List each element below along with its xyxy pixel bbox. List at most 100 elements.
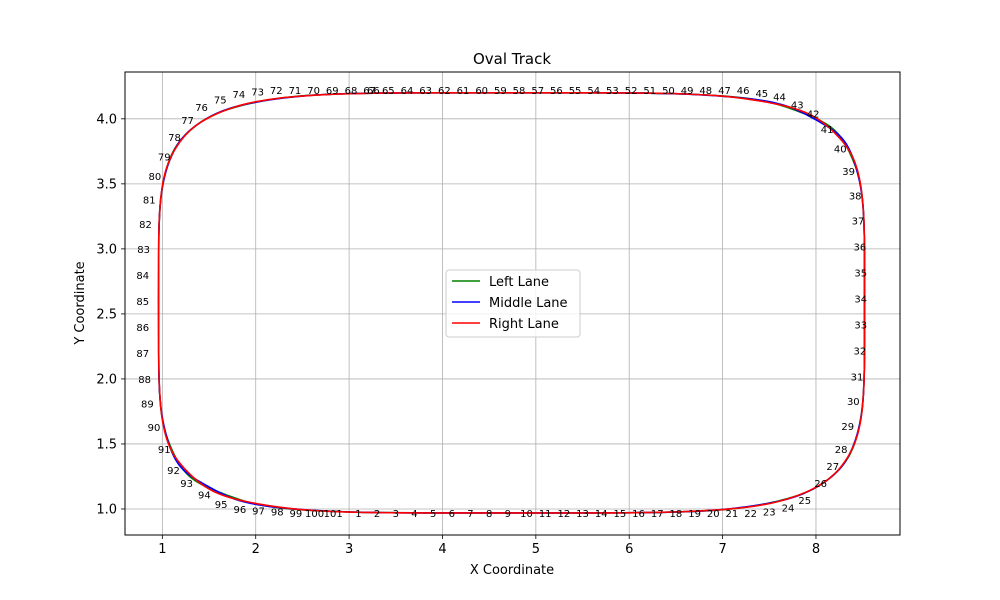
point-label: 3 (393, 509, 399, 520)
point-label: 75 (214, 95, 227, 106)
x-axis-ticks: 1 2 3 4 5 6 7 8 (158, 535, 820, 557)
point-label: 37 (852, 216, 865, 227)
point-label: 10 (520, 509, 533, 520)
point-label: 21 (726, 509, 739, 520)
y-tick-label: 3.0 (96, 242, 117, 257)
point-label: 68 (345, 86, 358, 97)
point-label: 6 (449, 509, 455, 520)
point-label: 49 (681, 86, 694, 97)
point-label: 72 (270, 86, 283, 97)
point-label: 81 (143, 195, 156, 206)
point-label: 61 (457, 86, 470, 97)
point-label: 71 (289, 86, 302, 97)
point-label: 80 (149, 172, 162, 183)
point-label: 85 (136, 297, 149, 308)
point-label: 28 (835, 445, 848, 456)
y-axis-ticks: 1.0 1.5 2.0 2.5 3.0 3.5 4.0 (96, 112, 125, 517)
point-label: 91 (158, 445, 171, 456)
point-label: 52 (625, 86, 638, 97)
point-label: 77 (181, 116, 194, 127)
point-label: 67 (363, 86, 376, 97)
x-tick-label: 7 (718, 542, 726, 557)
legend-label-middle-lane: Middle Lane (489, 296, 568, 311)
point-label: 87 (136, 349, 149, 360)
point-label: 39 (842, 167, 855, 178)
point-label: 90 (148, 423, 161, 434)
point-label: 36 (853, 242, 866, 253)
x-tick-label: 3 (345, 542, 353, 557)
point-label: 24 (782, 504, 795, 515)
point-label: 9 (505, 509, 511, 520)
point-label: 23 (763, 508, 776, 519)
point-label: 94 (198, 491, 211, 502)
point-label: 63 (419, 86, 432, 97)
legend-box (445, 269, 581, 338)
point-label: 33 (854, 320, 867, 331)
point-label: 13 (576, 509, 589, 520)
point-label: 56 (550, 86, 563, 97)
point-labels: 1 2 3 4 5 6 7 8 9 10 11 12 13 14 15 16 17 18 19 20 21 22 23 242… (136, 86, 867, 520)
point-label: 25 (798, 496, 811, 507)
point-label: 86 (136, 323, 149, 334)
point-label: 38 (849, 192, 862, 203)
point-label: 65 (382, 86, 395, 97)
point-label: 27 (826, 462, 839, 473)
point-label: 1 (355, 509, 361, 520)
point-label: 50 (662, 86, 675, 97)
point-label: 97 (252, 506, 265, 517)
point-label: 76 (195, 103, 208, 114)
point-label: 70 (307, 86, 320, 97)
point-label: 22 (744, 509, 757, 520)
point-label: 5 (430, 509, 436, 520)
point-label: 92 (167, 466, 180, 477)
point-label: 29 (841, 422, 854, 433)
x-axis-title: X Coordinate (470, 563, 554, 578)
point-label: 16 (632, 509, 645, 520)
point-label: 15 (614, 509, 627, 520)
point-label: 84 (136, 271, 149, 282)
point-label: 31 (851, 372, 864, 383)
point-label: 19 (688, 509, 701, 520)
point-label: 60 (475, 86, 488, 97)
point-label: 101 (324, 509, 343, 520)
legend: Left Lane Middle Lane Right Lane (445, 269, 581, 338)
point-label: 40 (834, 145, 847, 156)
point-label: 69 (326, 86, 339, 97)
point-label: 74 (233, 90, 246, 101)
point-label: 59 (494, 86, 507, 97)
point-label: 78 (168, 133, 181, 144)
point-label: 34 (854, 294, 867, 305)
point-label: 48 (699, 86, 712, 97)
x-tick-label: 1 (158, 542, 166, 557)
point-label: 55 (569, 86, 582, 97)
point-label: 18 (670, 509, 683, 520)
point-label: 79 (158, 153, 171, 164)
point-label: 99 (290, 509, 303, 520)
y-tick-label: 3.5 (96, 177, 117, 192)
point-label: 41 (821, 125, 834, 136)
y-tick-label: 2.0 (96, 372, 117, 387)
point-label: 35 (854, 268, 867, 279)
point-label: 82 (139, 220, 152, 231)
point-label: 66 (367, 86, 380, 97)
point-label: 32 (853, 346, 866, 357)
x-tick-label: 5 (532, 542, 540, 557)
x-tick-label: 6 (625, 542, 633, 557)
point-label: 64 (401, 86, 414, 97)
point-label: 7 (467, 509, 473, 520)
point-label: 30 (847, 397, 860, 408)
point-label: 57 (531, 86, 544, 97)
chart-title: Oval Track (473, 50, 551, 68)
y-tick-label: 1.5 (96, 437, 117, 452)
point-label: 95 (215, 500, 228, 511)
point-label: 83 (137, 245, 150, 256)
y-tick-label: 1.0 (96, 502, 117, 517)
point-label: 58 (513, 86, 526, 97)
point-label: 88 (138, 375, 151, 386)
point-label: 100 (305, 509, 324, 520)
x-tick-label: 4 (438, 542, 446, 557)
right-lane-line (157, 92, 866, 514)
point-label: 14 (595, 509, 608, 520)
point-label: 46 (737, 86, 750, 97)
point-label: 62 (438, 86, 451, 97)
